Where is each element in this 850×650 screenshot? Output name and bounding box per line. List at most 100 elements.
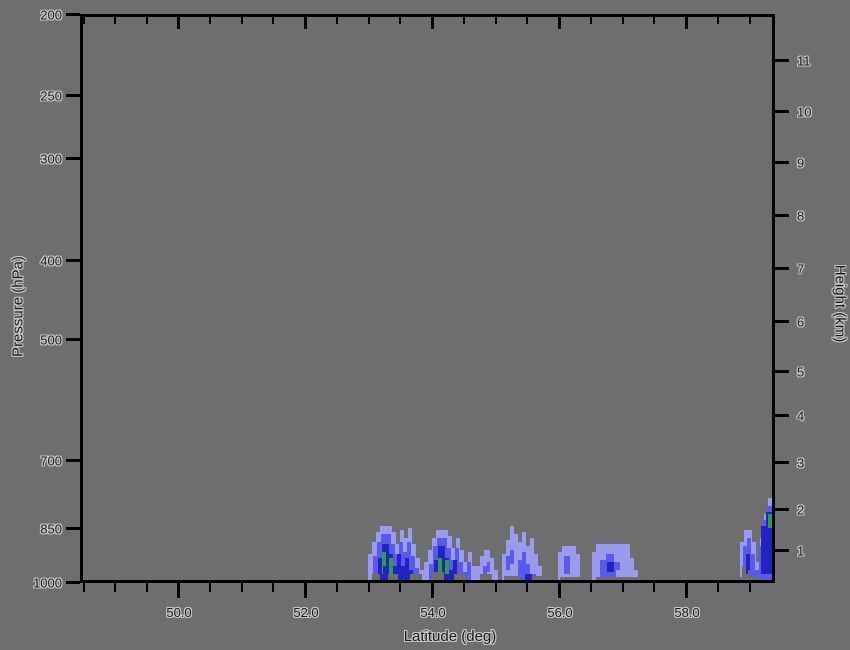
tick-label-right-10: 10 [797, 104, 812, 120]
tick-top-minor [209, 17, 211, 24]
tick-label-bottom-54: 54.0 [420, 605, 446, 620]
tick-bottom-minor [114, 583, 116, 592]
tick-left-1000 [66, 581, 80, 584]
tick-top-minor [146, 17, 148, 24]
tick-top-minor [463, 17, 465, 24]
tick-left-250 [66, 94, 80, 97]
tick-right-6 [775, 320, 789, 323]
tick-right-5 [775, 370, 789, 373]
tick-label-left-500: 500 [40, 332, 62, 348]
tick-left-500 [66, 338, 80, 341]
tick-right-8 [775, 214, 789, 217]
tick-top-minor [717, 17, 719, 24]
tick-label-bottom-50: 50.0 [166, 605, 192, 620]
tick-label-right-4: 4 [797, 408, 805, 424]
tick-top-minor [653, 17, 655, 24]
tick-top-50 [177, 17, 180, 29]
tick-label-bottom-52: 52.0 [293, 605, 319, 620]
tick-label-left-400: 400 [40, 253, 62, 269]
tick-left-400 [66, 259, 80, 262]
tick-bottom-minor [749, 583, 751, 592]
tick-left-850 [66, 527, 80, 530]
contour-level-4b [389, 558, 393, 576]
tick-right-2 [775, 508, 789, 511]
tick-left-200 [66, 13, 80, 16]
tick-label-right-2: 2 [797, 502, 805, 518]
tick-top-minor [526, 17, 528, 24]
tick-bottom-54 [431, 583, 434, 598]
tick-top-52 [304, 17, 307, 29]
contour-level-3 [607, 562, 614, 572]
tick-top-minor [495, 17, 497, 24]
tick-label-right-5: 5 [797, 364, 805, 380]
tick-bottom-52 [304, 583, 307, 598]
tick-bottom-minor [590, 583, 592, 592]
contour-feature-cloud-band-55-9 [558, 546, 580, 582]
contour-level-2 [506, 550, 514, 570]
plot-frame-border [80, 14, 775, 583]
tick-label-left-700: 700 [40, 453, 62, 469]
contour-feature-cloud-band-56-4 [592, 544, 638, 582]
tick-label-left-250: 250 [40, 88, 62, 104]
tick-label-right-1: 1 [797, 543, 805, 559]
contour-feature-cloud-band-54 [424, 530, 476, 580]
tick-top-minor [399, 17, 401, 24]
contour-level-2 [564, 556, 570, 574]
tick-label-bottom-58: 58.0 [674, 605, 700, 620]
tick-bottom-minor [272, 583, 274, 592]
tick-top-minor [83, 17, 85, 24]
tick-top-minor [114, 17, 116, 24]
y-axis-title-left: Pressure (hPa) [9, 256, 27, 357]
tick-top-54 [431, 17, 434, 29]
contour-level-4 [438, 558, 442, 576]
tick-label-right-6: 6 [797, 314, 805, 330]
tick-bottom-minor [368, 583, 370, 592]
tick-label-left-300: 300 [40, 151, 62, 167]
tick-bottom-minor [399, 583, 401, 592]
tick-bottom-minor [463, 583, 465, 592]
tick-top-minor [749, 17, 751, 24]
contour-feature-cloud-band-55-2 [502, 526, 546, 582]
tick-top-56 [558, 17, 561, 29]
tick-label-right-7: 7 [797, 261, 805, 277]
tick-label-bottom-56: 56.0 [547, 605, 573, 620]
tick-top-minor [590, 17, 592, 24]
tick-bottom-minor [495, 583, 497, 592]
y-axis-title-right: Height (km) [831, 264, 849, 343]
tick-right-11 [775, 59, 789, 62]
tick-bottom-minor [653, 583, 655, 592]
tick-bottom-minor [146, 583, 148, 592]
contour-level-3 [378, 544, 413, 580]
x-axis-title-text: Latitude (deg) [403, 628, 497, 645]
x-axis-title: Latitude (deg) [0, 628, 850, 645]
tick-right-4 [775, 414, 789, 417]
tick-label-left-1000: 1000 [33, 575, 62, 591]
tick-top-minor [368, 17, 370, 24]
contour-level-4 [382, 552, 386, 574]
contour-level-3 [746, 554, 750, 574]
tick-right-10 [775, 110, 789, 113]
tick-top-58 [685, 17, 688, 29]
tick-right-3 [775, 461, 789, 464]
tick-label-right-9: 9 [797, 155, 805, 171]
tick-bottom-50 [177, 583, 180, 598]
tick-top-minor [622, 17, 624, 24]
tick-label-right-3: 3 [797, 455, 805, 471]
contour-feature-cloud-band-59 [740, 498, 775, 582]
contour-feature-cloud-band-53 [368, 526, 424, 580]
tick-bottom-minor [209, 583, 211, 592]
tick-bottom-58 [685, 583, 688, 598]
tick-top-minor [241, 17, 243, 24]
tick-bottom-minor [717, 583, 719, 592]
tick-label-right-8: 8 [797, 208, 805, 224]
tick-bottom-minor [622, 583, 624, 592]
tick-top-minor [272, 17, 274, 24]
tick-label-left-850: 850 [40, 521, 62, 537]
tick-bottom-minor [83, 583, 85, 592]
tick-left-300 [66, 157, 80, 160]
tick-bottom-minor [336, 583, 338, 592]
tick-bottom-56 [558, 583, 561, 598]
tick-bottom-minor [526, 583, 528, 592]
tick-label-left-200: 200 [40, 7, 62, 23]
